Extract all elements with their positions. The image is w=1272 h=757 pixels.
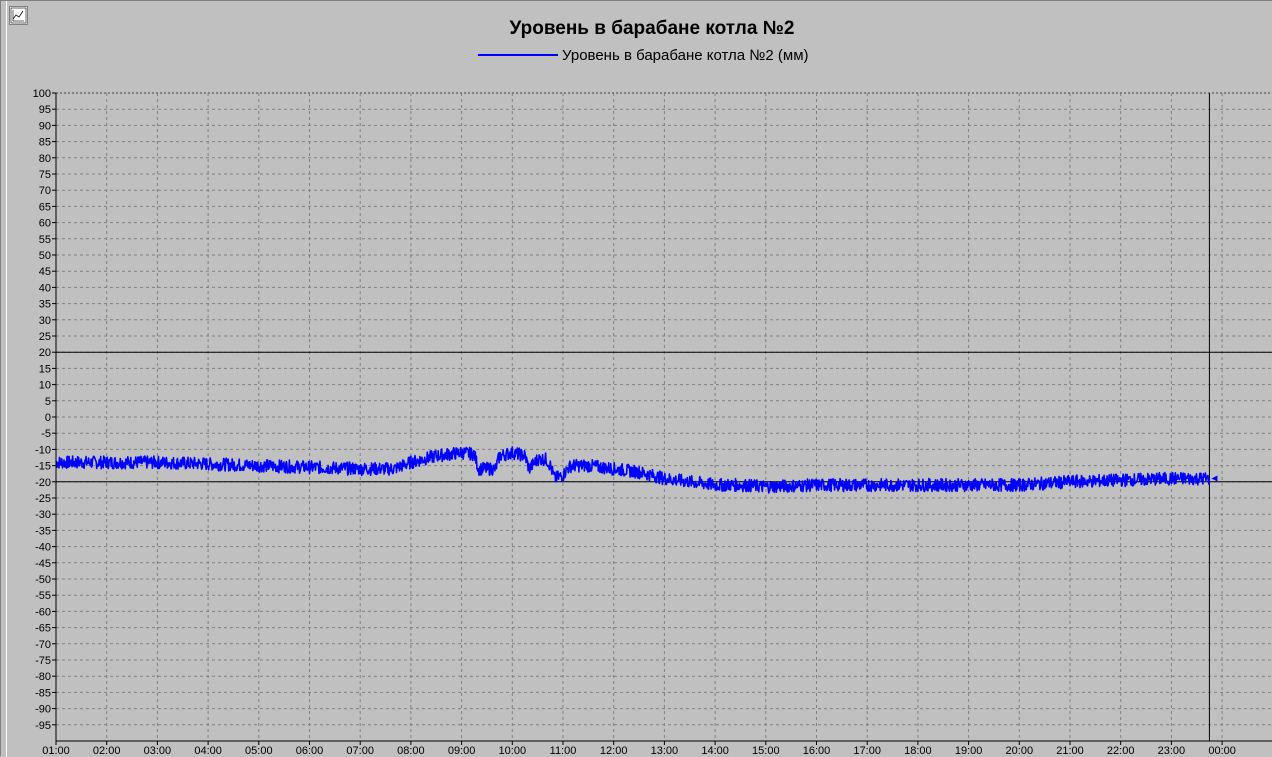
x-tick-label: 18:00 [904,745,932,757]
legend-label: Уровень в барабане котла №2 (мм) [562,46,809,64]
y-tick-label: 45 [39,266,51,278]
y-tick-label: 15 [39,363,51,375]
y-tick-label: 75 [39,169,51,181]
x-tick-label: 14:00 [701,745,729,757]
y-tick-label: -55 [35,590,51,602]
y-tick-label: -45 [35,558,51,570]
y-tick-label: 70 [39,185,51,197]
x-tick-label: 04:00 [194,745,222,757]
y-tick-label: 100 [33,88,51,100]
y-tick-label: 35 [39,299,51,311]
x-tick-label: 08:00 [397,745,425,757]
x-tick-label: 22:00 [1107,745,1135,757]
x-tick-labels: 01:00 02:00 03:00 04:00 05:00 06:00 07:00 08:00… [42,745,1236,757]
x-tick-label: 16:00 [803,745,831,757]
chart-legend: Уровень в барабане котла №2 (мм) [478,46,809,64]
chart-settings-icon[interactable] [9,6,28,25]
y-tick-label: -60 [35,606,51,618]
y-tick-label: 40 [39,282,51,294]
series-line [55,446,1211,494]
legend-swatch [478,54,558,56]
y-tick-label: -95 [35,720,51,732]
y-tick-label: -20 [35,477,51,489]
x-tick-label: 05:00 [245,745,273,757]
x-tick-label: 17:00 [853,745,881,757]
y-tick-label: 80 [39,153,51,165]
axes [52,92,1272,745]
y-tick-label: 30 [39,315,51,327]
chart-title: Уровень в барабане котла №2 [509,18,795,39]
y-tick-label: 95 [39,104,51,116]
y-tick-label: 25 [39,331,51,343]
y-tick-label: -65 [35,623,51,635]
y-tick-label: -40 [35,542,51,554]
y-tick-label: -75 [35,655,51,667]
y-tick-label: 55 [39,234,51,246]
x-tick-label: 02:00 [93,745,121,757]
y-tick-label: 20 [39,347,51,359]
y-tick-label: -25 [35,493,51,505]
y-tick-label: 85 [39,137,51,149]
y-tick-label: -5 [41,428,51,440]
y-tick-label: 90 [39,120,51,132]
x-tick-label: 10:00 [499,745,527,757]
y-tick-label: -50 [35,574,51,586]
series-group [55,446,1218,494]
y-tick-label: 0 [45,412,51,424]
x-tick-label: 09:00 [448,745,476,757]
y-tick-label: 60 [39,218,51,230]
y-tick-label: 50 [39,250,51,262]
y-tick-label: -35 [35,525,51,537]
x-tick-label: 21:00 [1056,745,1084,757]
window-border [6,1,1272,757]
x-tick-label: 23:00 [1158,745,1186,757]
x-tick-label: 20:00 [1006,745,1034,757]
y-tick-label: -85 [35,687,51,699]
x-tick-label: 03:00 [144,745,172,757]
y-tick-label: 5 [45,396,51,408]
y-tick-label: -80 [35,671,51,683]
x-tick-label: 07:00 [346,745,374,757]
grid-lines [56,92,1272,741]
y-tick-label: -90 [35,704,51,716]
x-tick-label: 13:00 [651,745,679,757]
y-tick-label: -10 [35,444,51,456]
x-tick-label: 19:00 [955,745,983,757]
y-tick-label: -70 [35,639,51,651]
y-tick-label: -30 [35,509,51,521]
x-tick-label: 12:00 [600,745,628,757]
y-tick-labels: 1009590858075706560555045403530252015105… [33,88,51,732]
y-tick-label: -15 [35,461,51,473]
series-end-marker [1211,475,1218,482]
x-tick-label: 11:00 [550,745,577,757]
y-tick-label: 10 [39,380,51,392]
x-tick-label: 06:00 [296,745,324,757]
x-tick-label: 15:00 [752,745,780,757]
y-tick-label: 65 [39,201,51,213]
x-tick-label: 00:00 [1208,745,1236,757]
x-tick-label: 01:00 [42,745,70,757]
